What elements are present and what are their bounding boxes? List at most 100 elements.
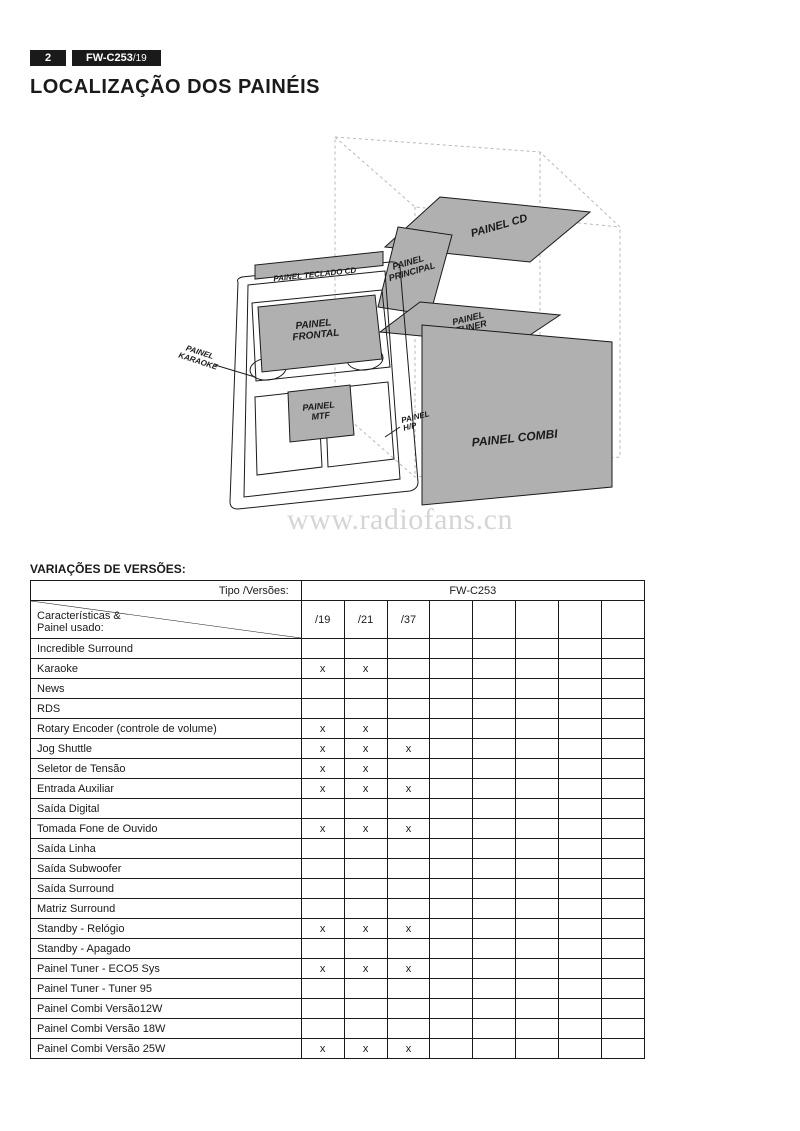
cell [516,879,559,899]
cell [602,839,645,859]
panel-karaoke: PAINEL KARAOKE [177,342,255,377]
col-2: /37 [387,601,430,639]
cell: x [344,919,387,939]
hdr-model: FW-C253 [301,581,644,601]
cell [516,799,559,819]
cell [559,859,602,879]
cell [387,659,430,679]
cell [473,1019,516,1039]
cell: x [344,719,387,739]
cell [430,919,473,939]
cell [344,939,387,959]
cell [559,999,602,1019]
cell [516,859,559,879]
cell: x [301,719,344,739]
cell: x [344,739,387,759]
cell [473,679,516,699]
feature-label: Seletor de Tensão [31,759,302,779]
cell [344,839,387,859]
cell [602,699,645,719]
cell [602,1039,645,1059]
cell [344,1019,387,1039]
cell [430,999,473,1019]
cell [516,959,559,979]
feature-label: Standby - Apagado [31,939,302,959]
cell [559,639,602,659]
cell [301,639,344,659]
cell [473,739,516,759]
cell [602,679,645,699]
cell [516,719,559,739]
cell [473,839,516,859]
cell [387,979,430,999]
cell [301,879,344,899]
cell [430,939,473,959]
cell [301,939,344,959]
cell [602,739,645,759]
cell [473,979,516,999]
table-row: Jog Shuttlexxx [31,739,645,759]
hdr-characteristics: Características & Painel usado: [31,601,302,639]
cell [602,759,645,779]
cell [344,999,387,1019]
table-row: Matriz Surround [31,899,645,919]
cell [602,1019,645,1039]
table-row: Painel Combi Versão 18W [31,1019,645,1039]
feature-label: Karaoke [31,659,302,679]
cell [602,639,645,659]
panel-mtf: PAINEL MTF [288,385,354,442]
cell [430,739,473,759]
cell [473,799,516,819]
table-row: Saída Linha [31,839,645,859]
cell [344,859,387,879]
cell [387,839,430,859]
cell [559,1019,602,1039]
page-title: LOCALIZAÇÃO DOS PAINÉIS [30,76,770,99]
cell [602,819,645,839]
feature-label: Painel Combi Versão 18W [31,1019,302,1039]
cell [430,979,473,999]
cell: x [344,659,387,679]
cell [387,859,430,879]
cell [301,979,344,999]
cell [473,699,516,719]
caract-2: Painel usado: [37,622,104,634]
col-7 [602,601,645,639]
col-6 [559,601,602,639]
cell: x [301,739,344,759]
cell [301,679,344,699]
cell [430,899,473,919]
table-row: Saída Subwoofer [31,859,645,879]
feature-label: Saída Surround [31,879,302,899]
cell: x [301,819,344,839]
cell [559,659,602,679]
header-bar: 2 FW-C253/19 [30,50,770,66]
cell [473,759,516,779]
model-badge: FW-C253/19 [72,50,161,66]
cell [559,679,602,699]
cell [430,879,473,899]
cell [344,899,387,919]
cell [430,1039,473,1059]
cell [516,999,559,1019]
cell [301,899,344,919]
cell [602,859,645,879]
feature-label: Standby - Relógio [31,919,302,939]
versions-subtitle: VARIAÇÕES DE VERSÕES: [30,562,770,576]
feature-label: Matriz Surround [31,899,302,919]
cell [387,759,430,779]
cell [344,879,387,899]
cell [430,819,473,839]
hdr-tipo: Tipo /Versões: [31,581,302,601]
model-text: FW-C253 [86,52,133,64]
cell [430,719,473,739]
panel-principal: PAINEL PRINCIPAL [378,227,452,315]
cell [516,819,559,839]
cell [516,639,559,659]
cell: x [301,759,344,779]
cell [301,839,344,859]
cell [559,719,602,739]
table-row: Painel Combi Versão 25Wxxx [31,1039,645,1059]
cell [602,959,645,979]
panel-combi: PAINEL COMBI [422,325,612,505]
